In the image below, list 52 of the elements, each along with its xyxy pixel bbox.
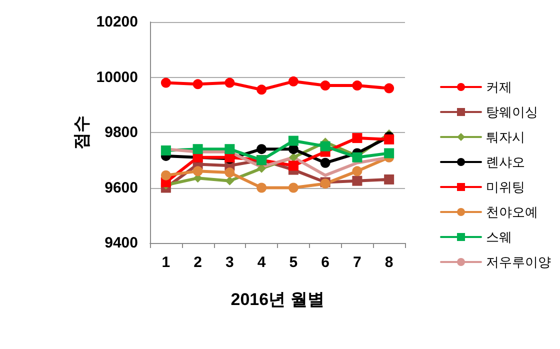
point xyxy=(384,174,394,184)
point xyxy=(224,168,235,178)
point xyxy=(288,152,298,162)
legend-label: 커제 xyxy=(486,80,512,94)
x-axis-title: 2016년 월별 xyxy=(230,290,324,309)
point xyxy=(160,78,171,88)
x-tick-label: 2 xyxy=(194,254,202,271)
y-tick-label: 10200 xyxy=(96,14,138,30)
point xyxy=(224,78,235,88)
point xyxy=(225,176,234,186)
point xyxy=(384,83,394,94)
point xyxy=(256,144,267,154)
legend-label: 스웨 xyxy=(486,230,512,244)
x-tick-label: 1 xyxy=(162,254,170,271)
point xyxy=(352,166,362,176)
legend-label: 탕웨이싱 xyxy=(486,104,538,120)
y-tick-label: 9400 xyxy=(104,234,138,252)
point xyxy=(160,145,171,156)
x-tick-label: 5 xyxy=(289,254,298,271)
point xyxy=(256,84,267,95)
legend-label: 퉈자시 xyxy=(486,130,525,144)
point xyxy=(320,158,330,168)
x-tick-label: 8 xyxy=(384,254,394,271)
point xyxy=(320,80,330,91)
legend-label: 롄샤오 xyxy=(486,154,525,170)
x-tick-label: 7 xyxy=(353,254,362,271)
y-axis-title: 점수 xyxy=(72,116,91,150)
point xyxy=(352,176,362,186)
point xyxy=(160,170,171,180)
point xyxy=(384,148,394,158)
x-tick-label: 3 xyxy=(226,254,234,271)
point xyxy=(256,182,267,193)
legend-label: 천야오예 xyxy=(486,204,538,220)
point xyxy=(288,182,298,193)
point xyxy=(352,80,362,91)
x-tick-label: 4 xyxy=(257,254,266,271)
legend-label: 미위팅 xyxy=(486,180,525,194)
point xyxy=(384,134,394,144)
point xyxy=(192,144,203,154)
y-tick-label: 10000 xyxy=(96,68,138,86)
point xyxy=(192,79,203,90)
y-tick-label: 9600 xyxy=(104,179,138,196)
x-tick-label: 6 xyxy=(321,254,330,271)
legend-label: 저우루이양 xyxy=(486,254,551,270)
point xyxy=(352,133,362,144)
point xyxy=(320,141,330,152)
point xyxy=(288,136,298,146)
point xyxy=(224,144,235,154)
point xyxy=(288,76,298,86)
point xyxy=(192,166,203,176)
point xyxy=(288,160,298,171)
y-tick-label: 9800 xyxy=(104,124,138,141)
